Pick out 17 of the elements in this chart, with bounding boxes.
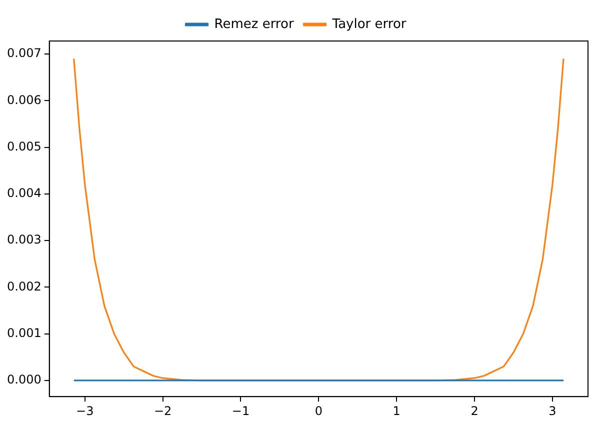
y-tick-label: 0.001 — [6, 326, 42, 340]
x-tick-label: −1 — [232, 404, 250, 418]
y-tick-label: 0.005 — [6, 139, 42, 154]
legend-label: Taylor error — [331, 16, 407, 32]
x-tick-label: 0 — [314, 404, 322, 418]
y-tick-label: 0.003 — [6, 232, 42, 247]
y-tick-label: 0.006 — [6, 92, 42, 107]
x-tick-label: 2 — [470, 404, 478, 418]
x-tick-label: −3 — [76, 404, 94, 418]
y-tick-label: 0.004 — [6, 186, 42, 200]
y-tick-label: 0.007 — [6, 46, 42, 60]
x-tick-label: 3 — [548, 404, 556, 418]
x-tick-label: 1 — [392, 404, 400, 418]
x-tick-label: −2 — [154, 404, 172, 418]
y-tick-label: 0.002 — [6, 279, 42, 294]
legend-label: Remez error — [214, 16, 294, 32]
y-tick-label: 0.000 — [6, 372, 42, 387]
